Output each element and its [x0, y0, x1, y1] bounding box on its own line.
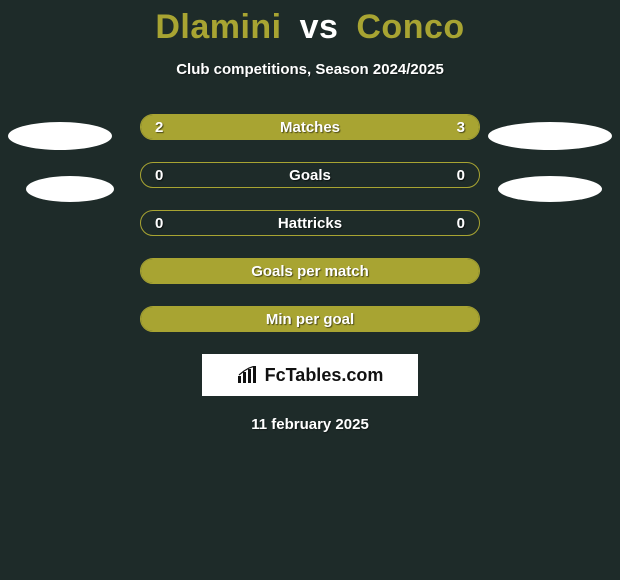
stat-label: Matches: [280, 119, 340, 136]
stat-label: Goals per match: [251, 263, 369, 280]
stat-bar: 2 3 Matches: [140, 114, 480, 140]
stat-bar: 0 0 Goals: [140, 162, 480, 188]
title-player1: Dlamini: [155, 8, 281, 46]
stat-bar: 0 0 Hattricks: [140, 210, 480, 236]
barchart-icon: [237, 366, 259, 384]
player-ellipse: [498, 176, 602, 202]
logo-box: FcTables.com: [202, 354, 418, 396]
stat-value-left: 2: [155, 119, 163, 136]
player-ellipse: [8, 122, 112, 150]
stat-label: Goals: [289, 167, 331, 184]
date-text: 11 february 2025: [0, 416, 620, 433]
stat-value-right: 0: [457, 167, 465, 184]
stat-value-right: 0: [457, 215, 465, 232]
stat-label: Min per goal: [266, 311, 354, 328]
stat-label: Hattricks: [278, 215, 342, 232]
subtitle: Club competitions, Season 2024/2025: [0, 61, 620, 78]
title-player2: Conco: [356, 8, 464, 46]
stat-value-left: 0: [155, 215, 163, 232]
stat-bar: Goals per match: [140, 258, 480, 284]
player-ellipse: [488, 122, 612, 150]
player-ellipse: [26, 176, 114, 202]
stat-value-right: 3: [457, 119, 465, 136]
logo-text: FcTables.com: [265, 365, 384, 386]
stat-value-left: 0: [155, 167, 163, 184]
title-vs: vs: [300, 8, 339, 46]
stat-bar: Min per goal: [140, 306, 480, 332]
page-title: Dlamini vs Conco: [0, 0, 620, 47]
